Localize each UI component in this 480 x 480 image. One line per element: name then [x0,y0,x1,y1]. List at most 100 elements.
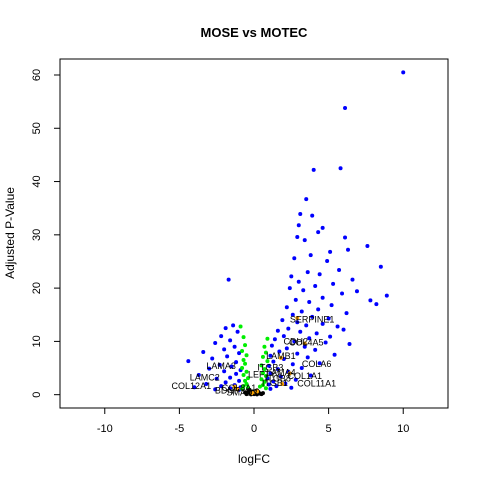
significant-point [328,249,333,254]
significant-point [213,340,218,345]
gene-label: BDNF [215,385,240,395]
highlight-point [235,387,240,392]
significant-point [304,197,309,202]
significant-point [210,356,215,361]
fc-threshold-point [246,376,251,381]
significant-point [204,382,209,387]
significant-point [346,247,351,252]
significant-point [225,354,230,359]
significant-point [214,376,219,381]
significant-point [292,339,297,344]
significant-point [316,307,321,312]
gene-label: COL4A5 [289,337,324,347]
significant-point [290,312,295,317]
significant-point [277,349,282,354]
significant-point [307,336,312,341]
data-points [186,70,406,397]
significant-point [316,230,321,235]
fc-threshold-point [241,335,246,340]
fc-threshold-point [240,348,245,353]
y-tick-label: 40 [31,175,43,187]
significant-point [340,291,345,296]
significant-point [354,289,359,294]
gene-label: ITGB3 [257,363,283,373]
significant-point [368,298,373,303]
significant-point [219,334,224,339]
fc-threshold-point [265,359,270,364]
y-tick-label: 50 [31,122,43,134]
significant-point [329,303,334,308]
significant-point [344,311,349,316]
significant-point [331,281,336,286]
gene-label: LAMA3 [206,361,236,371]
y-tick-label: 20 [31,282,43,294]
fc-threshold-point [260,370,265,375]
significant-point [289,385,294,390]
significant-point [223,326,228,331]
significant-point [304,323,309,328]
significant-point [302,344,307,349]
significant-point [286,326,291,331]
significant-point [222,369,227,374]
gene-label: CDH2 [284,336,309,346]
y-axis-label: Adjusted P-Value [3,187,17,279]
x-axis: -10 -5 0 5 10 [97,408,409,435]
significant-point [302,238,307,243]
significant-point [237,351,242,356]
significant-point [320,225,325,230]
y-tick-label: 10 [31,335,43,347]
gene-label: LAMA4 [266,367,296,377]
significant-point [320,295,325,300]
significant-point [266,363,271,368]
significant-point [295,234,300,239]
fc-threshold-point [243,378,248,383]
fc-threshold-point [244,353,249,358]
significant-point [384,293,389,298]
significant-point [401,70,406,75]
significant-point [281,334,286,339]
gene-label: SERPINE1 [290,315,335,325]
fc-threshold-point [241,372,246,377]
significant-point [310,314,315,319]
significant-point [284,305,289,310]
significant-point [295,320,300,325]
significant-point [365,244,370,249]
not-significant-point [254,392,259,397]
gene-label: COL8A1 [222,383,257,393]
significant-point [222,347,227,352]
significant-point [234,371,239,376]
significant-point [290,362,295,367]
significant-point [378,264,383,269]
significant-point [235,329,240,334]
fc-threshold-point [263,350,268,355]
significant-point [296,223,301,228]
significant-point [268,371,273,376]
significant-point [217,362,222,367]
significant-point [201,350,206,355]
fc-threshold-point [262,344,267,349]
significant-point [311,167,316,172]
x-tick-label: 10 [397,423,409,435]
highlight-point [302,341,307,346]
significant-point [314,331,319,336]
significant-point [268,386,273,391]
significant-point [268,353,273,358]
significant-point [335,324,340,329]
significant-point [275,367,280,372]
fc-threshold-point [243,361,248,366]
not-significant-point [260,391,265,396]
significant-point [234,360,239,365]
significant-point [296,279,301,284]
significant-point [232,344,237,349]
fc-threshold-point [262,367,267,372]
y-tick-label: 30 [31,229,43,241]
gene-label: COL11A1 [297,378,336,388]
significant-point [226,277,231,282]
significant-point [374,302,379,307]
significant-point [293,377,298,382]
significant-point [228,338,233,343]
significant-point [280,318,285,323]
significant-point [287,286,292,291]
